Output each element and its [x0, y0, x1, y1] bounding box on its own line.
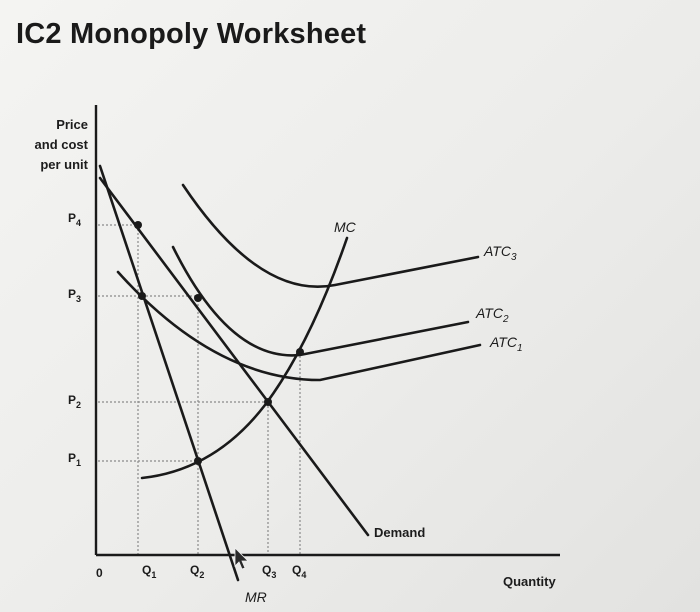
tick-label-q3: Q3	[262, 563, 276, 580]
mouse-cursor-icon	[234, 547, 249, 570]
y-axis-label-line2: and cost	[35, 137, 89, 152]
x-axis-label: Quantity	[503, 574, 556, 589]
tick-label-p2: P2	[68, 393, 81, 410]
axes	[94, 105, 560, 557]
point-p2-q3	[264, 398, 272, 406]
y-axis-label-line1: Price	[56, 117, 88, 132]
point-mc-atc2	[296, 348, 304, 356]
mc-label: MC	[334, 219, 357, 235]
point-p3-q1	[138, 292, 146, 300]
atc3-curve	[181, 183, 480, 288]
point-p4-q1	[134, 221, 142, 229]
tick-label-p3: P3	[68, 287, 81, 304]
atc2-label: ATC2	[475, 305, 509, 325]
price-ticks: P4 P3 P2 P1	[68, 211, 81, 468]
intersection-points	[134, 221, 304, 465]
demand-label: Demand	[374, 525, 425, 540]
guide-lines	[98, 224, 301, 555]
quantity-ticks: Q1 Q2 Q3 Q4	[142, 563, 306, 580]
mr-curve	[98, 164, 240, 582]
atc3-label: ATC3	[483, 243, 517, 263]
atc1-label: ATC1	[489, 334, 523, 354]
demand-curve	[98, 176, 370, 537]
atc1-curve	[116, 270, 482, 382]
y-axis-label-line3: per unit	[40, 157, 88, 172]
tick-label-q1: Q1	[142, 563, 156, 580]
tick-label-q4: Q4	[292, 563, 306, 580]
atc2-curve	[171, 245, 470, 357]
tick-label-q2: Q2	[190, 563, 204, 580]
tick-label-p1: P1	[68, 451, 81, 468]
point-p1-q2	[194, 457, 202, 465]
y-axis-label: Price and cost per unit	[35, 117, 89, 172]
tick-label-p4: P4	[68, 211, 81, 228]
mc-curve	[140, 236, 349, 480]
origin-label: 0	[96, 566, 103, 580]
curves	[98, 164, 482, 582]
mr-label: MR	[245, 589, 267, 605]
point-p3-q2	[194, 294, 202, 302]
page-title: IC2 Monopoly Worksheet	[16, 18, 367, 50]
